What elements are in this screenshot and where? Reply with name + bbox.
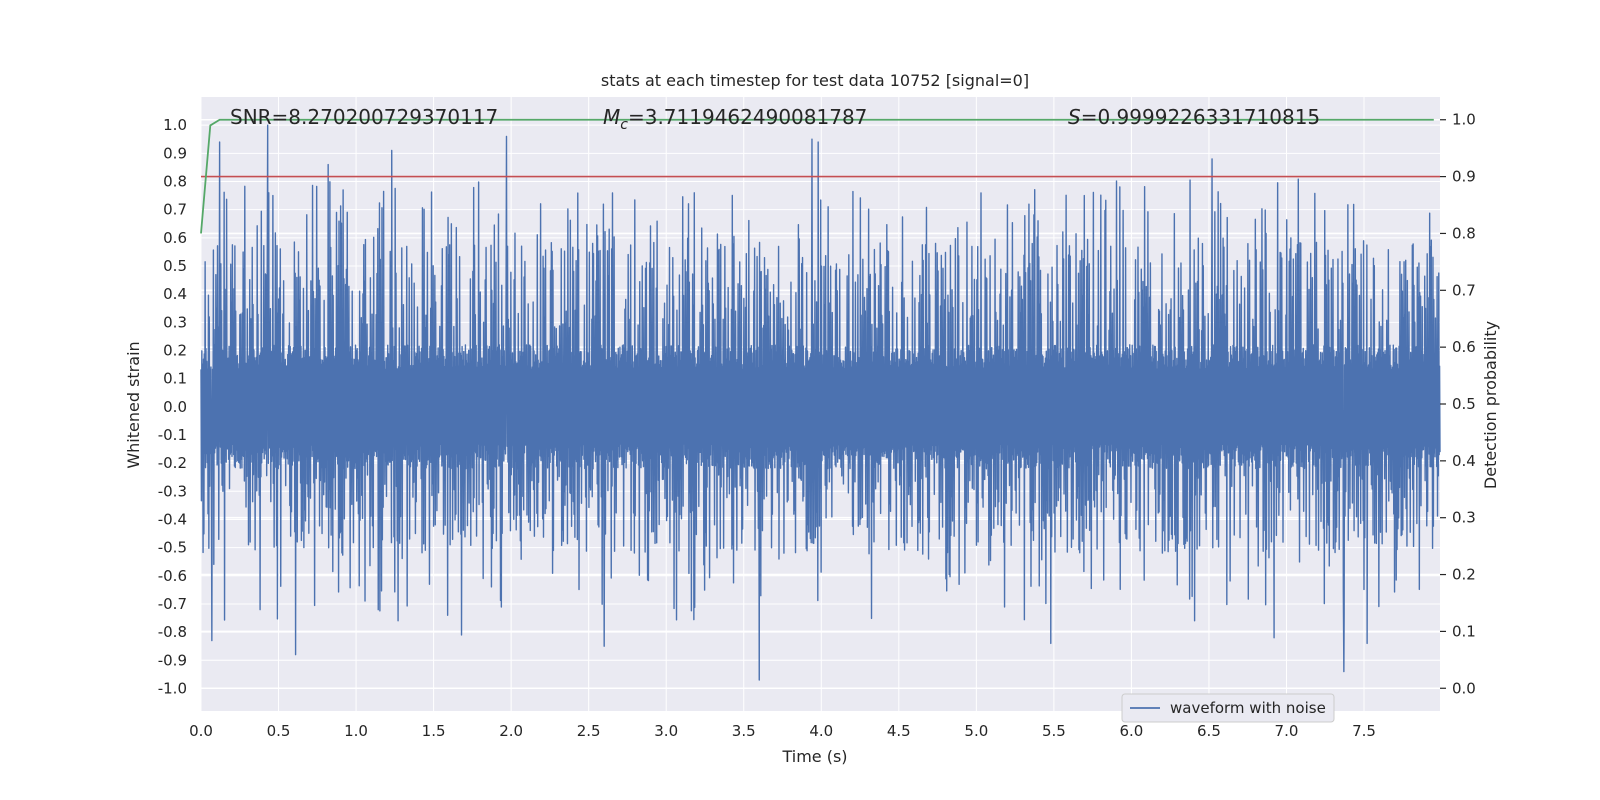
x-tick-label: 6.0: [1119, 722, 1143, 740]
chirp-mass-subscript: c: [620, 117, 628, 133]
x-tick-label: 3.5: [732, 722, 756, 740]
y-tick-label: -0.1: [158, 426, 187, 444]
snr-annotation: SNR=8.270200729370117: [230, 105, 498, 129]
y-tick-label: -0.4: [158, 510, 187, 528]
statistic-annotation: S=0.9999226331710815: [1068, 105, 1320, 129]
x-tick-label: 2.5: [577, 722, 601, 740]
statistic-symbol: S: [1068, 105, 1081, 129]
y-tick-label: 0.8: [163, 172, 187, 190]
x-tick-label: 6.5: [1197, 722, 1221, 740]
y2-tick-label: 0.8: [1452, 224, 1476, 242]
detection-probability-line: [200, 118, 1434, 234]
y2-tick-label: 0.3: [1452, 509, 1476, 527]
y-tick-label: 1.0: [163, 116, 187, 134]
y-tick-label: 0.4: [163, 285, 187, 303]
x-tick-label: 4.5: [887, 722, 911, 740]
waveform-series: [200, 124, 1441, 681]
y2-tick-label: 0.5: [1452, 395, 1476, 413]
y-tick-label: 0.3: [163, 313, 187, 331]
statistic-value: =0.9999226331710815: [1081, 105, 1320, 129]
x-tick-label: 1.5: [422, 722, 446, 740]
y-tick-label: 0.9: [163, 144, 187, 162]
y-tick-label: -1.0: [158, 679, 187, 697]
y2-tick-label: 0.9: [1452, 168, 1476, 186]
chirp-mass-annotation: Mc=3.7119462490081787: [603, 105, 867, 133]
legend-box: [1121, 693, 1335, 723]
x-tick-label: 0.5: [267, 722, 291, 740]
y2-axis-label: Detection probability: [1481, 321, 1500, 489]
waveform-line: [200, 124, 1441, 681]
y-tick-label: 0.1: [163, 370, 187, 388]
x-tick-label: 4.0: [809, 722, 833, 740]
y2-tick-label: 0.1: [1452, 622, 1476, 640]
x-tick-label: 2.0: [499, 722, 523, 740]
y2-tick-label: 0.0: [1452, 679, 1476, 697]
y-axis-label: Whitened strain: [124, 341, 143, 468]
legend-label-waveform: waveform with noise: [1170, 699, 1326, 717]
x-tick-label: 0.0: [189, 722, 213, 740]
y-tick-label: -0.6: [158, 567, 187, 585]
legend: waveform with noise: [1121, 693, 1335, 723]
y2-tick-label: 0.7: [1452, 281, 1476, 299]
x-tick-label: 7.5: [1352, 722, 1376, 740]
overlay-lines: [200, 118, 1440, 234]
y2-tick-label: 0.2: [1452, 566, 1476, 584]
y-tick-label: -0.9: [158, 651, 187, 669]
x-axis-label: Time (s): [781, 747, 847, 766]
y-tick-label: 0.5: [163, 257, 187, 275]
chirp-mass-symbol: M: [603, 105, 620, 129]
chart-title: stats at each timestep for test data 107…: [601, 71, 1029, 90]
y-tick-label: -0.8: [158, 623, 187, 641]
y-tick-label: 0.0: [163, 398, 187, 416]
x-tick-label: 3.0: [654, 722, 678, 740]
x-tick-label: 7.0: [1275, 722, 1299, 740]
y-tick-label: -0.3: [158, 482, 187, 500]
y2-tick-label: 1.0: [1452, 111, 1476, 129]
y-tick-label: 0.6: [163, 229, 187, 247]
x-tick-label: 5.5: [1042, 722, 1066, 740]
y-tick-label: -0.7: [158, 595, 187, 613]
x-tick-label: 1.0: [344, 722, 368, 740]
y2-tick-label: 0.4: [1452, 452, 1476, 470]
chirp-mass-value: =3.7119462490081787: [628, 105, 867, 129]
tick-marks: [1440, 119, 1446, 689]
x-tick-label: 5.0: [964, 722, 988, 740]
y2-tick-label: 0.6: [1452, 338, 1476, 356]
y-tick-label: 0.7: [163, 201, 187, 219]
y-tick-label: 0.2: [163, 341, 187, 359]
y-tick-label: -0.2: [158, 454, 187, 472]
y-tick-label: -0.5: [158, 539, 187, 557]
